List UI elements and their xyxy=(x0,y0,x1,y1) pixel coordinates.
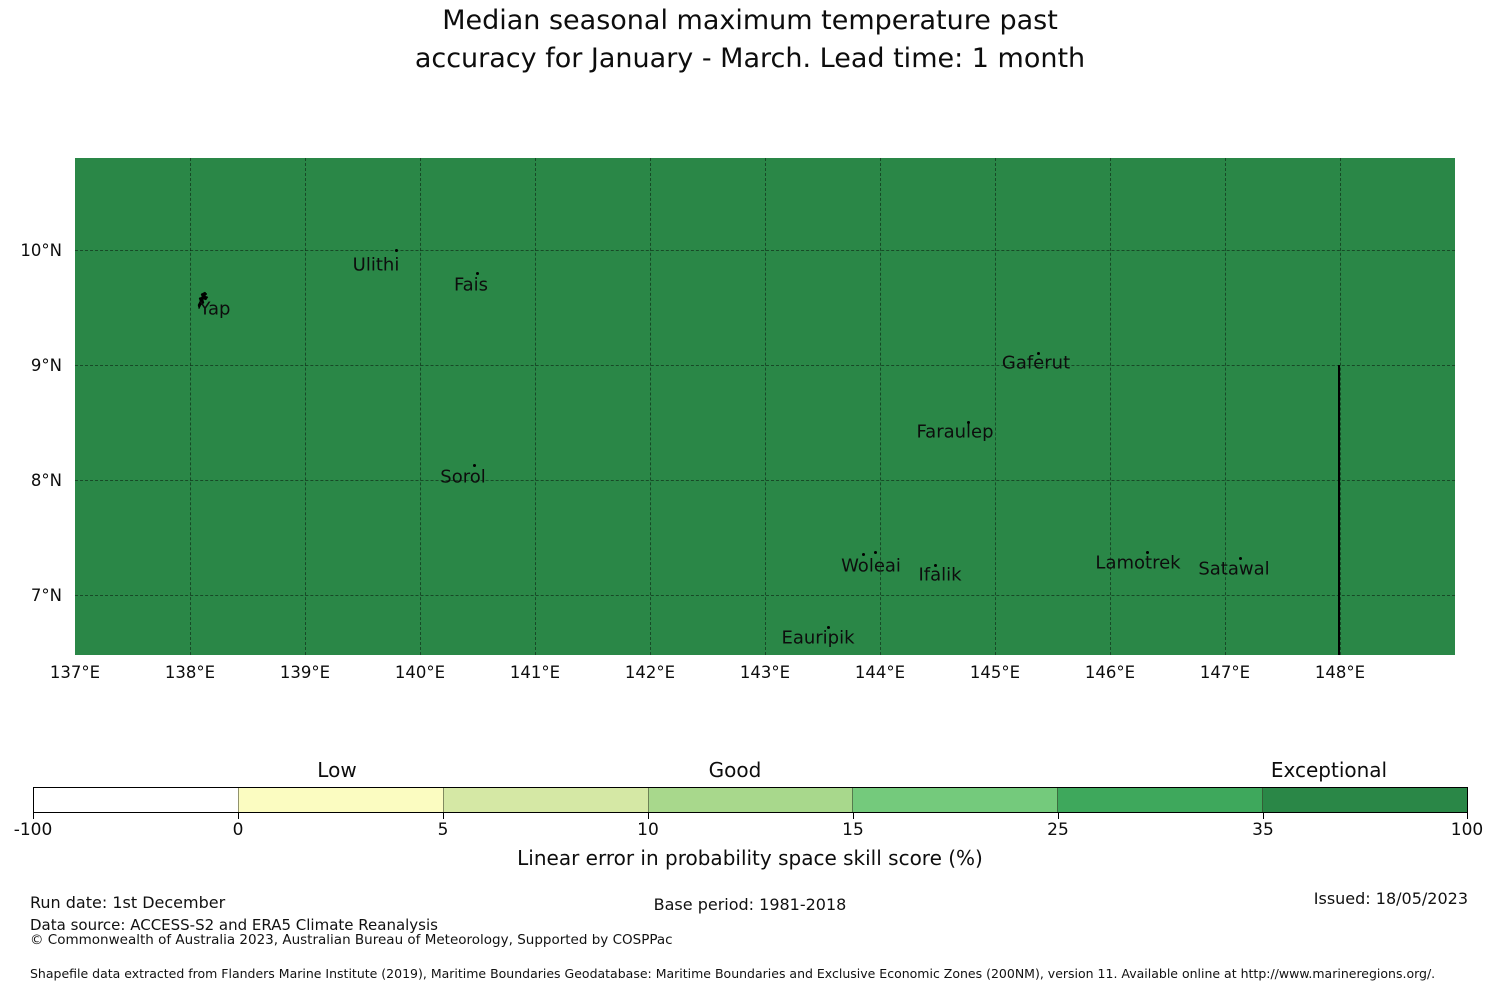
xtick-147e: 147°E xyxy=(1199,663,1251,682)
colorbar-segment-25-35 xyxy=(1057,788,1263,812)
island-dot-eauripik xyxy=(827,626,830,629)
colorbar-tickmark xyxy=(443,813,444,819)
gridline-10n xyxy=(75,250,1455,251)
colorbar-segment-35-100 xyxy=(1262,788,1468,812)
base-period-text: Base period: 1981-2018 xyxy=(653,895,847,914)
colorbar-tick-5: 5 xyxy=(437,820,449,840)
island-label-lamotrek: Lamotrek xyxy=(1095,552,1181,574)
island-label-woleai: Woleai xyxy=(841,555,901,577)
island-label-fais: Fais xyxy=(453,274,489,296)
island-label-sorol: Sorol xyxy=(440,466,486,488)
colorbar-tick-15: 15 xyxy=(842,820,864,840)
colorbar-tick-100: 100 xyxy=(1450,820,1484,840)
colorbar-tick-neg100: -100 xyxy=(13,820,53,840)
gridline-147e xyxy=(1225,158,1226,655)
island-dot-gaferut xyxy=(1037,352,1040,355)
gridline-143e xyxy=(765,158,766,655)
map-plot-area: Ulithi Fais Yap Gaferut Faraulep Sorol W… xyxy=(75,158,1455,655)
gridline-142e xyxy=(650,158,651,655)
island-dot-woleai-2 xyxy=(874,551,877,554)
colorbar-segment-neg100-0 xyxy=(34,788,238,812)
chart-title: Median seasonal maximum temperature past… xyxy=(0,2,1500,78)
island-dot-ifalik xyxy=(934,564,937,567)
xtick-140e: 140°E xyxy=(394,663,446,682)
island-dot-fais xyxy=(476,272,479,275)
island-dot-ulithi xyxy=(395,249,398,252)
island-label-ulithi: Ulithi xyxy=(352,254,400,276)
xtick-138e: 138°E xyxy=(164,663,216,682)
xtick-141e: 141°E xyxy=(509,663,561,682)
colorbar-tick-35: 35 xyxy=(1252,820,1274,840)
colorbar-tick-10: 10 xyxy=(637,820,659,840)
ytick-10n: 10°N xyxy=(20,241,62,260)
island-dot-woleai-1 xyxy=(862,553,865,556)
gridline-7n xyxy=(75,595,1455,596)
xtick-137e: 137°E xyxy=(49,663,101,682)
colorbar-segment-0-5 xyxy=(237,788,443,812)
colorbar-tick-0: 0 xyxy=(232,820,244,840)
colorbar-segment-10-15 xyxy=(647,788,853,812)
island-dot-sorol xyxy=(473,464,476,467)
ytick-8n: 8°N xyxy=(30,471,62,490)
xtick-145e: 145°E xyxy=(969,663,1021,682)
island-dot-satawal xyxy=(1239,557,1242,560)
island-label-yap: Yap xyxy=(199,298,231,320)
colorbar-tickmark xyxy=(648,813,649,819)
xtick-143e: 143°E xyxy=(739,663,791,682)
colorbar-tickmark xyxy=(33,813,34,819)
copyright-text: © Commonwealth of Australia 2023, Austra… xyxy=(30,932,673,948)
island-label-faraulep: Faraulep xyxy=(916,421,994,443)
ytick-7n: 7°N xyxy=(30,586,62,605)
island-dot-faraulep xyxy=(967,421,970,424)
island-label-gaferut: Gaferut xyxy=(1001,352,1071,374)
colorbar-category-good: Good xyxy=(708,758,762,782)
colorbar-tickmark xyxy=(1263,813,1264,819)
colorbar xyxy=(33,787,1468,813)
colorbar-tickmark xyxy=(1058,813,1059,819)
colorbar-tickmark xyxy=(853,813,854,819)
data-source-text: Data source: ACCESS-S2 and ERA5 Climate … xyxy=(30,916,438,934)
gridline-9n xyxy=(75,365,1455,366)
gridline-141e xyxy=(535,158,536,655)
gridline-148e xyxy=(1340,158,1341,655)
colorbar-category-low: Low xyxy=(317,758,357,782)
gridline-144e xyxy=(880,158,881,655)
issued-date-text: Issued: 18/05/2023 xyxy=(1313,889,1468,908)
xtick-139e: 139°E xyxy=(279,663,331,682)
gridline-8n xyxy=(75,480,1455,481)
run-date-text: Run date: 1st December xyxy=(30,893,226,912)
colorbar-tick-25: 25 xyxy=(1047,820,1069,840)
gridline-140e xyxy=(420,158,421,655)
xtick-142e: 142°E xyxy=(624,663,676,682)
island-label-ifalik: Ifalik xyxy=(918,564,962,586)
yap-island-shape xyxy=(197,291,209,310)
xtick-148e: 148°E xyxy=(1314,663,1366,682)
colorbar-tickmark xyxy=(1467,813,1468,819)
ytick-9n: 9°N xyxy=(30,356,62,375)
chart-title-line1: Median seasonal maximum temperature past xyxy=(442,5,1058,36)
shapefile-note: Shapefile data extracted from Flanders M… xyxy=(30,966,1436,981)
colorbar-segment-15-25 xyxy=(852,788,1058,812)
chart-title-line2: accuracy for January - March. Lead time:… xyxy=(414,43,1086,74)
gridline-138e xyxy=(190,158,191,655)
gridline-145e xyxy=(995,158,996,655)
gridline-146e xyxy=(1110,158,1111,655)
colorbar-tickmark xyxy=(238,813,239,819)
colorbar-segment-5-10 xyxy=(442,788,648,812)
eez-boundary-line xyxy=(1338,365,1340,655)
island-dot-lamotrek xyxy=(1146,551,1149,554)
xtick-144e: 144°E xyxy=(854,663,906,682)
colorbar-axis-label: Linear error in probability space skill … xyxy=(517,846,983,870)
gridline-139e xyxy=(305,158,306,655)
island-label-eauripik: Eauripik xyxy=(781,627,855,649)
island-label-satawal: Satawal xyxy=(1198,558,1270,580)
colorbar-category-exceptional: Exceptional xyxy=(1270,758,1388,782)
xtick-146e: 146°E xyxy=(1084,663,1136,682)
